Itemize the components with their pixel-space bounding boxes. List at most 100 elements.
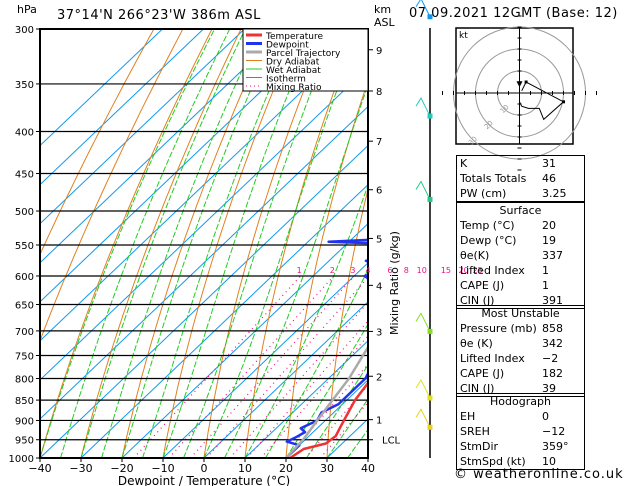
km-tick-label: 5 [376, 234, 382, 245]
mu-label: Pressure (mb) [460, 322, 537, 335]
mixing-ratio-label: 15 [441, 266, 451, 275]
isotherm-line [40, 29, 327, 303]
temperature-line [289, 381, 368, 458]
legend-label: Temperature [265, 32, 323, 42]
hodo-value: 10 [542, 455, 556, 468]
wet-adiabat-line [162, 29, 316, 458]
x-tick-label: −10 [151, 462, 174, 475]
pressure-unit-label: hPa [17, 3, 37, 16]
legend-box [242, 28, 369, 92]
mixing-ratio-line [246, 320, 368, 458]
hodo-label: StmSpd (kt) [460, 455, 526, 468]
y-tick-label: 750 [15, 351, 34, 362]
mixing-ratio-line [304, 384, 368, 458]
surface-row: Lifted Index 1 [457, 263, 584, 278]
hodo-label: EH [460, 410, 476, 423]
mixing-ratio-label: 8 [404, 266, 409, 275]
datetime-title: 07.09.2021 12GMT (Base: 12) [409, 6, 618, 21]
hodo-value: 359° [542, 440, 569, 453]
index-value: 31 [542, 157, 556, 170]
hodograph-trace [519, 81, 565, 121]
y-tick-label: 500 [15, 207, 34, 218]
dry-adiabat-line [121, 29, 271, 458]
storm-motion-marker [516, 81, 523, 88]
surface-title: Surface [499, 204, 542, 217]
wet-adiabat-line [142, 29, 297, 458]
y-tick-label: 900 [15, 416, 34, 427]
parcel-trajectory-line [285, 345, 368, 458]
y-tick-label: 300 [15, 25, 34, 36]
hodo-label: StmDir [460, 440, 499, 453]
mixing-ratio-line [133, 275, 302, 458]
index-label: PW (cm) [460, 187, 507, 200]
hodograph: kt 10 20 30 [442, 15, 597, 171]
hodo-row: StmDir 359° [457, 439, 584, 454]
hodo-row: EH 0 [457, 409, 584, 424]
hodograph-frame [455, 27, 574, 145]
hodo-row: SREH −12 [457, 424, 584, 439]
x-tick-label: 20 [279, 462, 293, 475]
km-tick-label: 2 [376, 372, 382, 383]
surface-value: 391 [542, 294, 563, 307]
mixing-ratio-label: 20 [459, 266, 469, 275]
isotherm-line [40, 144, 368, 458]
hodo-label: SREH [460, 425, 490, 438]
dry-adiabat-line [40, 29, 155, 256]
isotherm-line [40, 29, 286, 264]
wet-adiabat-line [306, 364, 368, 458]
mixing-ratio-label: 4 [365, 266, 370, 275]
y-tick-label: 400 [15, 128, 34, 139]
surface-label: θe(K) [460, 249, 490, 262]
location-title: 37°14'N 266°23'W 386m ASL [57, 8, 261, 23]
surface-label: CIN (J) [460, 294, 495, 307]
surface-label: Lifted Index [460, 264, 525, 277]
hodo-value: −12 [542, 425, 566, 438]
general-indices-table: K 31 Totals Totals 46 PW (cm) 3.25 [456, 155, 585, 202]
y-tick-label: 1000 [9, 454, 34, 465]
surface-row: CIN (J) 391 [457, 293, 584, 308]
x-tick-label: 10 [238, 462, 252, 475]
index-label: K [460, 157, 468, 170]
wind-barb [415, 0, 431, 18]
km-tick-label: 6 [376, 186, 382, 197]
wet-adiabat-line [265, 268, 368, 458]
mu-value: 342 [542, 337, 563, 350]
wet-adiabat-line [101, 29, 262, 458]
wind-barb [415, 312, 431, 332]
mixing-ratio-label: 6 [388, 266, 393, 275]
surface-value: 1 [542, 279, 549, 292]
wind-barb-profile [415, 0, 433, 458]
km-unit-label: km [374, 3, 392, 16]
isotherm-line [40, 29, 204, 186]
mu-value: −2 [542, 352, 559, 365]
mixing-ratio-line [229, 301, 368, 458]
wet-adiabat-line [326, 398, 368, 458]
mu-row: Lifted Index −2 [457, 351, 584, 366]
surface-value: 19 [542, 234, 556, 247]
index-value: 46 [542, 172, 556, 185]
x-tick-label: 40 [361, 462, 375, 475]
y-tick-label: 450 [15, 169, 34, 180]
copyright-text: © weatheronline.co.uk [454, 467, 624, 482]
dry-adiabat-line [597, 29, 619, 458]
y-tick-label: 600 [15, 272, 34, 283]
surface-table: Surface Temp (°C) 20 Dewp (°C) 19 θe(K) 337… [456, 202, 585, 309]
index-row-totals: Totals Totals 46 [457, 171, 584, 186]
wind-barb [415, 97, 431, 117]
mixing-ratio-label: 3 [350, 266, 355, 275]
y-tick-label: 350 [15, 80, 34, 91]
mixing-ratio-line [260, 335, 368, 458]
wind-barb [415, 180, 431, 200]
hodo-value: 0 [542, 410, 549, 423]
hodograph-table: Hodograph EH 0 SREH −12 StmDir 359° StmSpd … [456, 393, 585, 470]
surface-row: Temp (°C) 20 [457, 218, 584, 233]
asl-label: ASL [374, 16, 395, 29]
surface-label: Dewp (°C) [460, 234, 517, 247]
wet-adiabat-line [60, 29, 231, 458]
mu-row: Pressure (mb) 858 [457, 321, 584, 336]
y-tick-label: 550 [15, 241, 34, 252]
y-tick-label: 700 [15, 327, 34, 338]
mu-value: 858 [542, 322, 563, 335]
hodograph-ring-label: 30 [467, 135, 479, 147]
